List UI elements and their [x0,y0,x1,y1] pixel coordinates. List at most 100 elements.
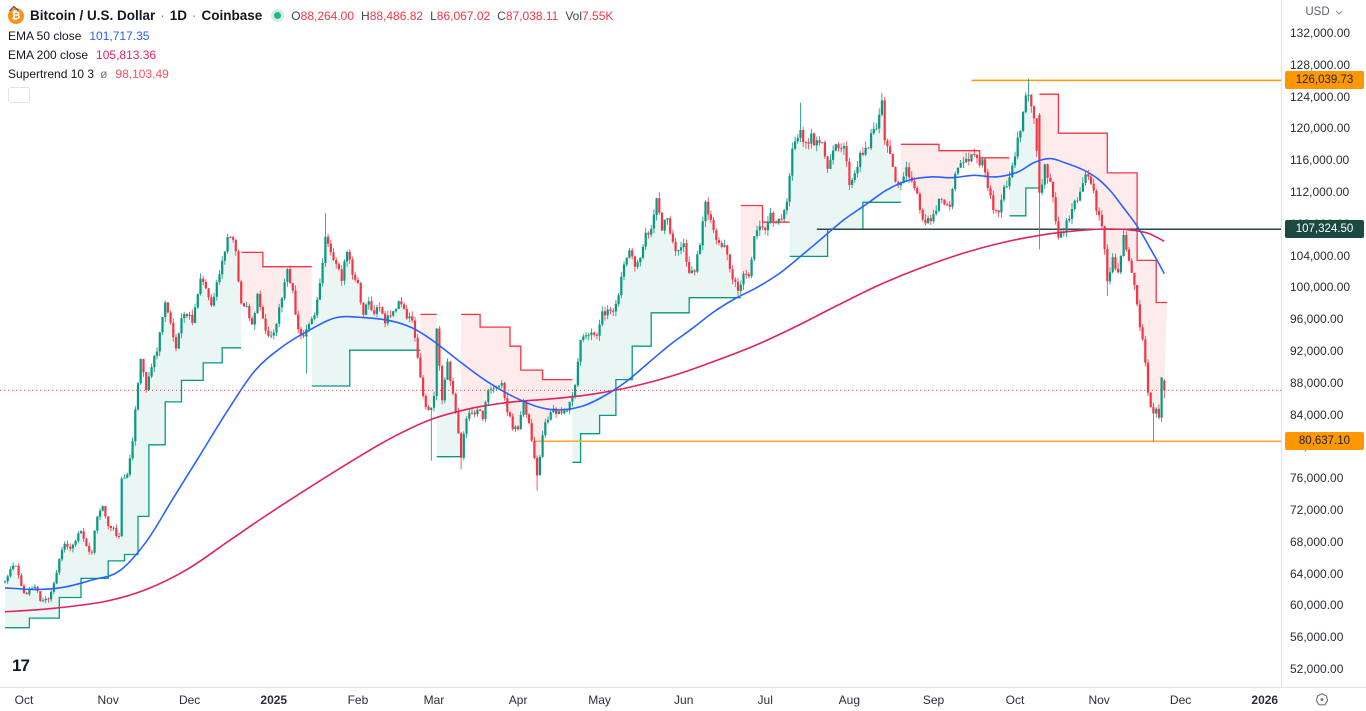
price-tick: 96,000.00 [1290,312,1344,327]
low-value: 86,067.02 [436,8,491,23]
time-tick: 2026 [1251,693,1279,707]
price-axis[interactable]: USD 132,000.00 128,000.00 124,000.00 120,00… [1281,0,1366,687]
high-label: H [361,8,370,23]
time-tick: Nov [97,693,119,707]
separator: · [160,8,165,23]
indicator-row-ema50[interactable]: EMA 50 close 101,717.35 [8,26,613,45]
supertrend-line-down [900,143,1010,159]
price-tick: 72,000.00 [1290,503,1344,517]
market-status-icon [274,12,282,19]
time-tick: Aug [838,693,861,707]
supertrend-line-up [572,297,741,463]
time-tick: Feb [347,693,369,707]
ema200-line [4,228,1165,613]
supertrend-fill-down [740,175,790,285]
time-tick: Mar [423,693,445,707]
time-tick: Sep [922,693,945,707]
supertrend-fill-down [900,144,1010,224]
gear-icon [1315,693,1329,706]
time-tick: Dec [178,693,201,707]
legend: ₿ Bitcoin / U.S. Dollar · 1D · Coinbase … [8,5,613,103]
supertrend-fill-up [789,100,901,257]
price-tick: 128,000.00 [1290,57,1351,72]
symbol-title-row[interactable]: ₿ Bitcoin / U.S. Dollar · 1D · Coinbase … [8,5,613,26]
close-value: 87,038.11 [505,8,559,23]
price-tick: 56,000.00 [1290,630,1344,645]
currency-dropdown[interactable]: USD [1282,0,1366,24]
average-symbol: ø [100,66,108,81]
ema200-name: EMA 200 close [8,47,89,62]
price-tick: 104,000.00 [1290,248,1351,263]
time-tick: 2025 [260,693,288,707]
low-label: L [430,8,437,23]
price-tick: 64,000.00 [1290,566,1344,581]
candles-up [3,78,1163,604]
time-tick: Apr [508,693,528,707]
time-tick: Jun [674,693,694,707]
indicator-row-supertrend[interactable]: Supertrend 10 3 ø 98,103.49 [8,64,613,83]
high-value: 88,486.82 [369,8,424,23]
price-tick: 124,000.00 [1290,89,1351,104]
price-tick: 60,000.00 [1290,598,1344,613]
price-tick: 92,000.00 [1290,344,1344,358]
time-tick: Oct [1005,693,1025,707]
supertrend-line-up [5,347,242,629]
exchange-label: Coinbase [201,8,263,23]
tradingview-logo[interactable]: 17 [12,656,30,675]
price-tick: 52,000.00 [1290,662,1344,676]
supertrend-line-up [311,349,421,387]
supertrend-line-up [1009,187,1040,217]
price-badge: 126,039.73 [1285,71,1364,90]
price-tick: 112,000.00 [1290,185,1350,199]
separator: · [192,8,197,23]
open-value: 88,264.00 [300,8,355,23]
supertrend-fill-down [241,252,312,337]
price-tick: 132,000.00 [1290,26,1351,40]
price-tick: 116,000.00 [1290,153,1350,168]
supertrend-line-down [1039,93,1167,304]
chevron-up-icon [9,5,19,12]
supertrend-line-down [461,313,573,381]
supertrend-fill-down [461,314,573,476]
close-label: C [497,8,506,23]
supertrend-value: 98,103.49 [115,66,169,81]
time-axis[interactable]: Oct Nov Dec 2025 Feb Mar Apr May Jun Jul Aug Sep Oct… [0,687,1366,711]
time-tick-labels: Oct Nov Dec 2025 Feb Mar Apr May Jun Jul Aug Sep Oct… [0,688,1281,711]
indicator-row-ema200[interactable]: EMA 200 close 105,813.36 [8,45,613,64]
currency-label: USD [1305,6,1330,18]
ema50-name: EMA 50 close [8,28,82,43]
supertrend-line-down [241,251,312,268]
supertrend-fill-up [4,236,242,628]
time-tick: Dec [1169,693,1192,707]
chart-canvas[interactable] [0,0,1281,687]
supertrend-fill-up [436,328,462,458]
chart-plot-area[interactable]: ₿ Bitcoin / U.S. Dollar · 1D · Coinbase … [0,0,1281,687]
price-tick: 68,000.00 [1290,534,1344,549]
supertrend-fill-down [1039,94,1168,418]
time-tick: Oct [14,693,34,707]
bitcoin-icon: ₿ [8,7,24,24]
price-tick: 88,000.00 [1290,375,1344,390]
supertrend-fill-up [572,198,741,463]
ema50-value: 101,717.35 [89,28,150,43]
volume-value: 7.55K [582,8,614,23]
supertrend-name: Supertrend 10 3 [8,66,95,81]
price-badge: 80,637.10 [1285,432,1364,451]
supertrend-fill-down [420,314,437,411]
ohlc-values: O 88,264.00 H 88,486.82 L 86,067.02 C 87… [291,9,613,23]
collapse-legend-button[interactable] [8,5,30,103]
interval-label: 1D [169,8,188,23]
price-tick: 100,000.00 [1290,280,1351,295]
supertrend-fill-up [1009,94,1040,216]
chart-settings-button[interactable] [1313,691,1331,709]
open-label: O [291,8,301,23]
time-tick: Nov [1088,693,1110,707]
ema200-value: 105,813.36 [96,47,157,62]
symbol-title: Bitcoin / U.S. Dollar [30,8,156,23]
chevron-down-icon [1335,10,1343,15]
time-tick: Jul [757,693,773,707]
time-tick: May [588,693,611,707]
price-tick: 76,000.00 [1290,471,1344,486]
price-badge: 107,324.50 [1285,220,1364,239]
